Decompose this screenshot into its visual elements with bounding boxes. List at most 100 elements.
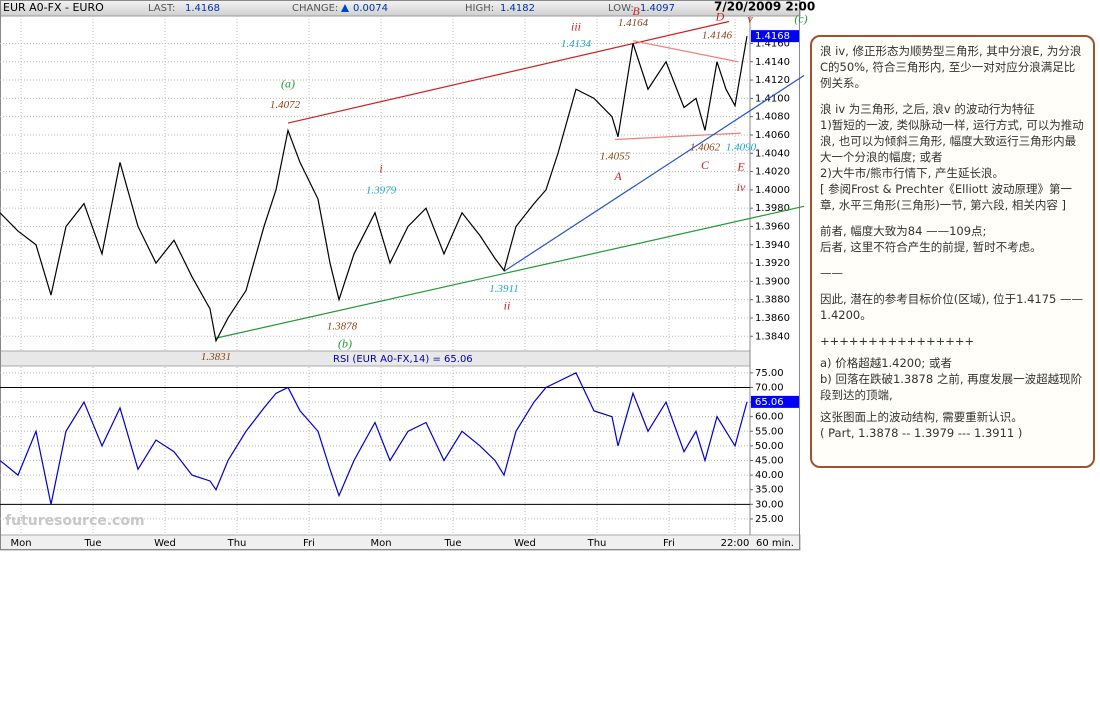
y-tick-label: 1.4040 xyxy=(755,148,790,159)
x-tick-label: 22:00 xyxy=(721,538,750,549)
price-label: 1.3878 xyxy=(327,321,358,333)
y-tick-label: 30.00 xyxy=(755,499,784,510)
x-tick-label: Fri xyxy=(303,538,315,549)
y-tick-label: 50.00 xyxy=(755,441,784,452)
note-paragraph: 2)大牛市/熊市行情下, 产生延长浪。 xyxy=(820,166,1004,180)
note-panel: 浪 iv, 修正形态为顺势型三角形, 其中分浪E, 为分浪C的50%, 符合三角… xyxy=(810,35,1095,468)
wave-label: v xyxy=(747,11,753,25)
y-tick-label: 45.00 xyxy=(755,455,784,466)
symbol: EUR A0-FX - EURO xyxy=(3,1,104,14)
x-tick-label: Tue xyxy=(83,538,101,549)
y-tick-label: 25.00 xyxy=(755,514,784,525)
y-tick-label: 1.4080 xyxy=(755,112,790,123)
up-arrow xyxy=(341,4,349,12)
x-tick-label: Thu xyxy=(227,538,247,549)
price-label: 1.3979 xyxy=(366,184,397,196)
y-tick-label: 1.3840 xyxy=(755,331,790,342)
y-tick-label: 40.00 xyxy=(755,470,784,481)
wave-label: B xyxy=(632,4,640,18)
price-label: 1.4062 xyxy=(690,141,721,153)
wave-label: (c) xyxy=(794,11,807,25)
note-paragraph: —— xyxy=(820,266,843,280)
series-line xyxy=(0,36,748,343)
watermark: futuresource.com xyxy=(5,513,145,529)
x-tick-label: Wed xyxy=(154,538,176,549)
price-label: 1.4164 xyxy=(618,17,649,29)
wave-label: C xyxy=(701,158,710,172)
price-label: 1.4090 xyxy=(726,141,757,153)
note-paragraph: 后者, 这里不符合产生的前提, 暂时不考虑。 xyxy=(820,240,1042,254)
note-paragraph: b) 回落在跌破1.3878 之前, 再度发展一波超越现阶段到达的顶端, xyxy=(820,372,1083,402)
wave-label: (a) xyxy=(281,76,295,90)
y-tick-label: 60.00 xyxy=(755,412,784,423)
y-tick-label: 1.4100 xyxy=(755,93,790,104)
high-label: HIGH: xyxy=(465,3,494,14)
high: 1.4182 xyxy=(500,3,535,14)
price-label: 1.4055 xyxy=(600,150,631,162)
current-value-label: 1.4168 xyxy=(755,31,790,42)
last-label: LAST: xyxy=(148,3,175,14)
y-tick-label: 55.00 xyxy=(755,426,784,437)
y-tick-label: 35.00 xyxy=(755,485,784,496)
y-tick-label: 1.4160 xyxy=(755,38,790,49)
date: 7/20/2009 2:00 xyxy=(714,0,815,14)
low: 1.4097 xyxy=(640,3,675,14)
current-value-label: 65.06 xyxy=(755,397,784,408)
x-tick-label: Thu xyxy=(587,538,607,549)
price-label: 1.4134 xyxy=(561,38,592,50)
price-label: 1.4146 xyxy=(702,30,733,42)
change: 0.0074 xyxy=(353,3,388,14)
change-label: CHANGE: xyxy=(292,3,338,14)
wave-label: D xyxy=(715,10,725,24)
y-tick-label: 1.3860 xyxy=(755,313,790,324)
price-label: 1.3831 xyxy=(201,351,231,363)
trend-line xyxy=(215,205,805,339)
series-line xyxy=(0,372,748,505)
price-label: 1.4072 xyxy=(270,99,301,111)
header-bar xyxy=(0,0,801,17)
x-axis-bar xyxy=(0,534,801,551)
wave-label: A xyxy=(613,169,622,183)
frame xyxy=(0,0,800,550)
x-tick-label: Mon xyxy=(10,538,31,549)
x-unit: 60 min. xyxy=(756,538,794,549)
low-label: LOW: xyxy=(608,3,634,14)
y-tick-label: 1.4120 xyxy=(755,75,790,86)
note-paragraph: 浪 iv 为三角形, 之后, 浪v 的波动行为特征 xyxy=(820,102,1035,116)
trend-line xyxy=(287,20,730,124)
x-tick-label: Mon xyxy=(370,538,391,549)
trend-line xyxy=(614,132,742,141)
note-paragraph: 这张图面上的波动结构, 需要重新认识。 xyxy=(820,410,1023,424)
wave-label: E xyxy=(736,160,745,174)
y-tick-label: 1.4060 xyxy=(755,130,790,141)
note-paragraph: 1)暂短的一波, 类似脉动一样, 运行方式, 可以为推动浪, 也可以为倾斜三角形… xyxy=(820,118,1084,164)
y-tick-label: 1.3980 xyxy=(755,203,790,214)
y-tick-label: 1.4000 xyxy=(755,185,790,196)
current-value-box xyxy=(751,395,799,408)
y-tick-label: 1.3940 xyxy=(755,240,790,251)
y-tick-label: 1.4140 xyxy=(755,57,790,68)
wave-label: i xyxy=(379,161,382,175)
rsi-title: RSI (EUR A0-FX,14) = 65.06 xyxy=(333,354,473,365)
y-tick-label: 1.3920 xyxy=(755,258,790,269)
note-paragraph: a) 价格超越1.4200; 或者 xyxy=(820,356,952,370)
wave-label: iv xyxy=(737,180,746,194)
wave-label: iii xyxy=(571,20,581,34)
note-paragraph: 因此, 潜在的参考目标价位(区域), 位于1.4175 ——1.4200。 xyxy=(820,292,1083,322)
y-tick-label: 75.00 xyxy=(755,368,784,379)
note-paragraph: ( Part, 1.3878 -- 1.3979 --- 1.3911 ) xyxy=(820,426,1023,440)
wave-label: ii xyxy=(504,299,511,313)
y-tick-label: 1.3960 xyxy=(755,221,790,232)
price-label: 1.3911 xyxy=(489,283,518,295)
trend-line xyxy=(503,74,805,272)
wave-label: (b) xyxy=(338,336,352,350)
note-paragraph: 浪 iv, 修正形态为顺势型三角形, 其中分浪E, 为分浪C的50%, 符合三角… xyxy=(820,44,1082,90)
last: 1.4168 xyxy=(185,3,220,14)
y-tick-label: 1.4020 xyxy=(755,167,790,178)
x-tick-label: Fri xyxy=(663,538,675,549)
y-tick-label: 70.00 xyxy=(755,382,784,393)
y-tick-label: 1.3900 xyxy=(755,276,790,287)
note-paragraph: ++++++++++++++++ xyxy=(820,334,975,348)
